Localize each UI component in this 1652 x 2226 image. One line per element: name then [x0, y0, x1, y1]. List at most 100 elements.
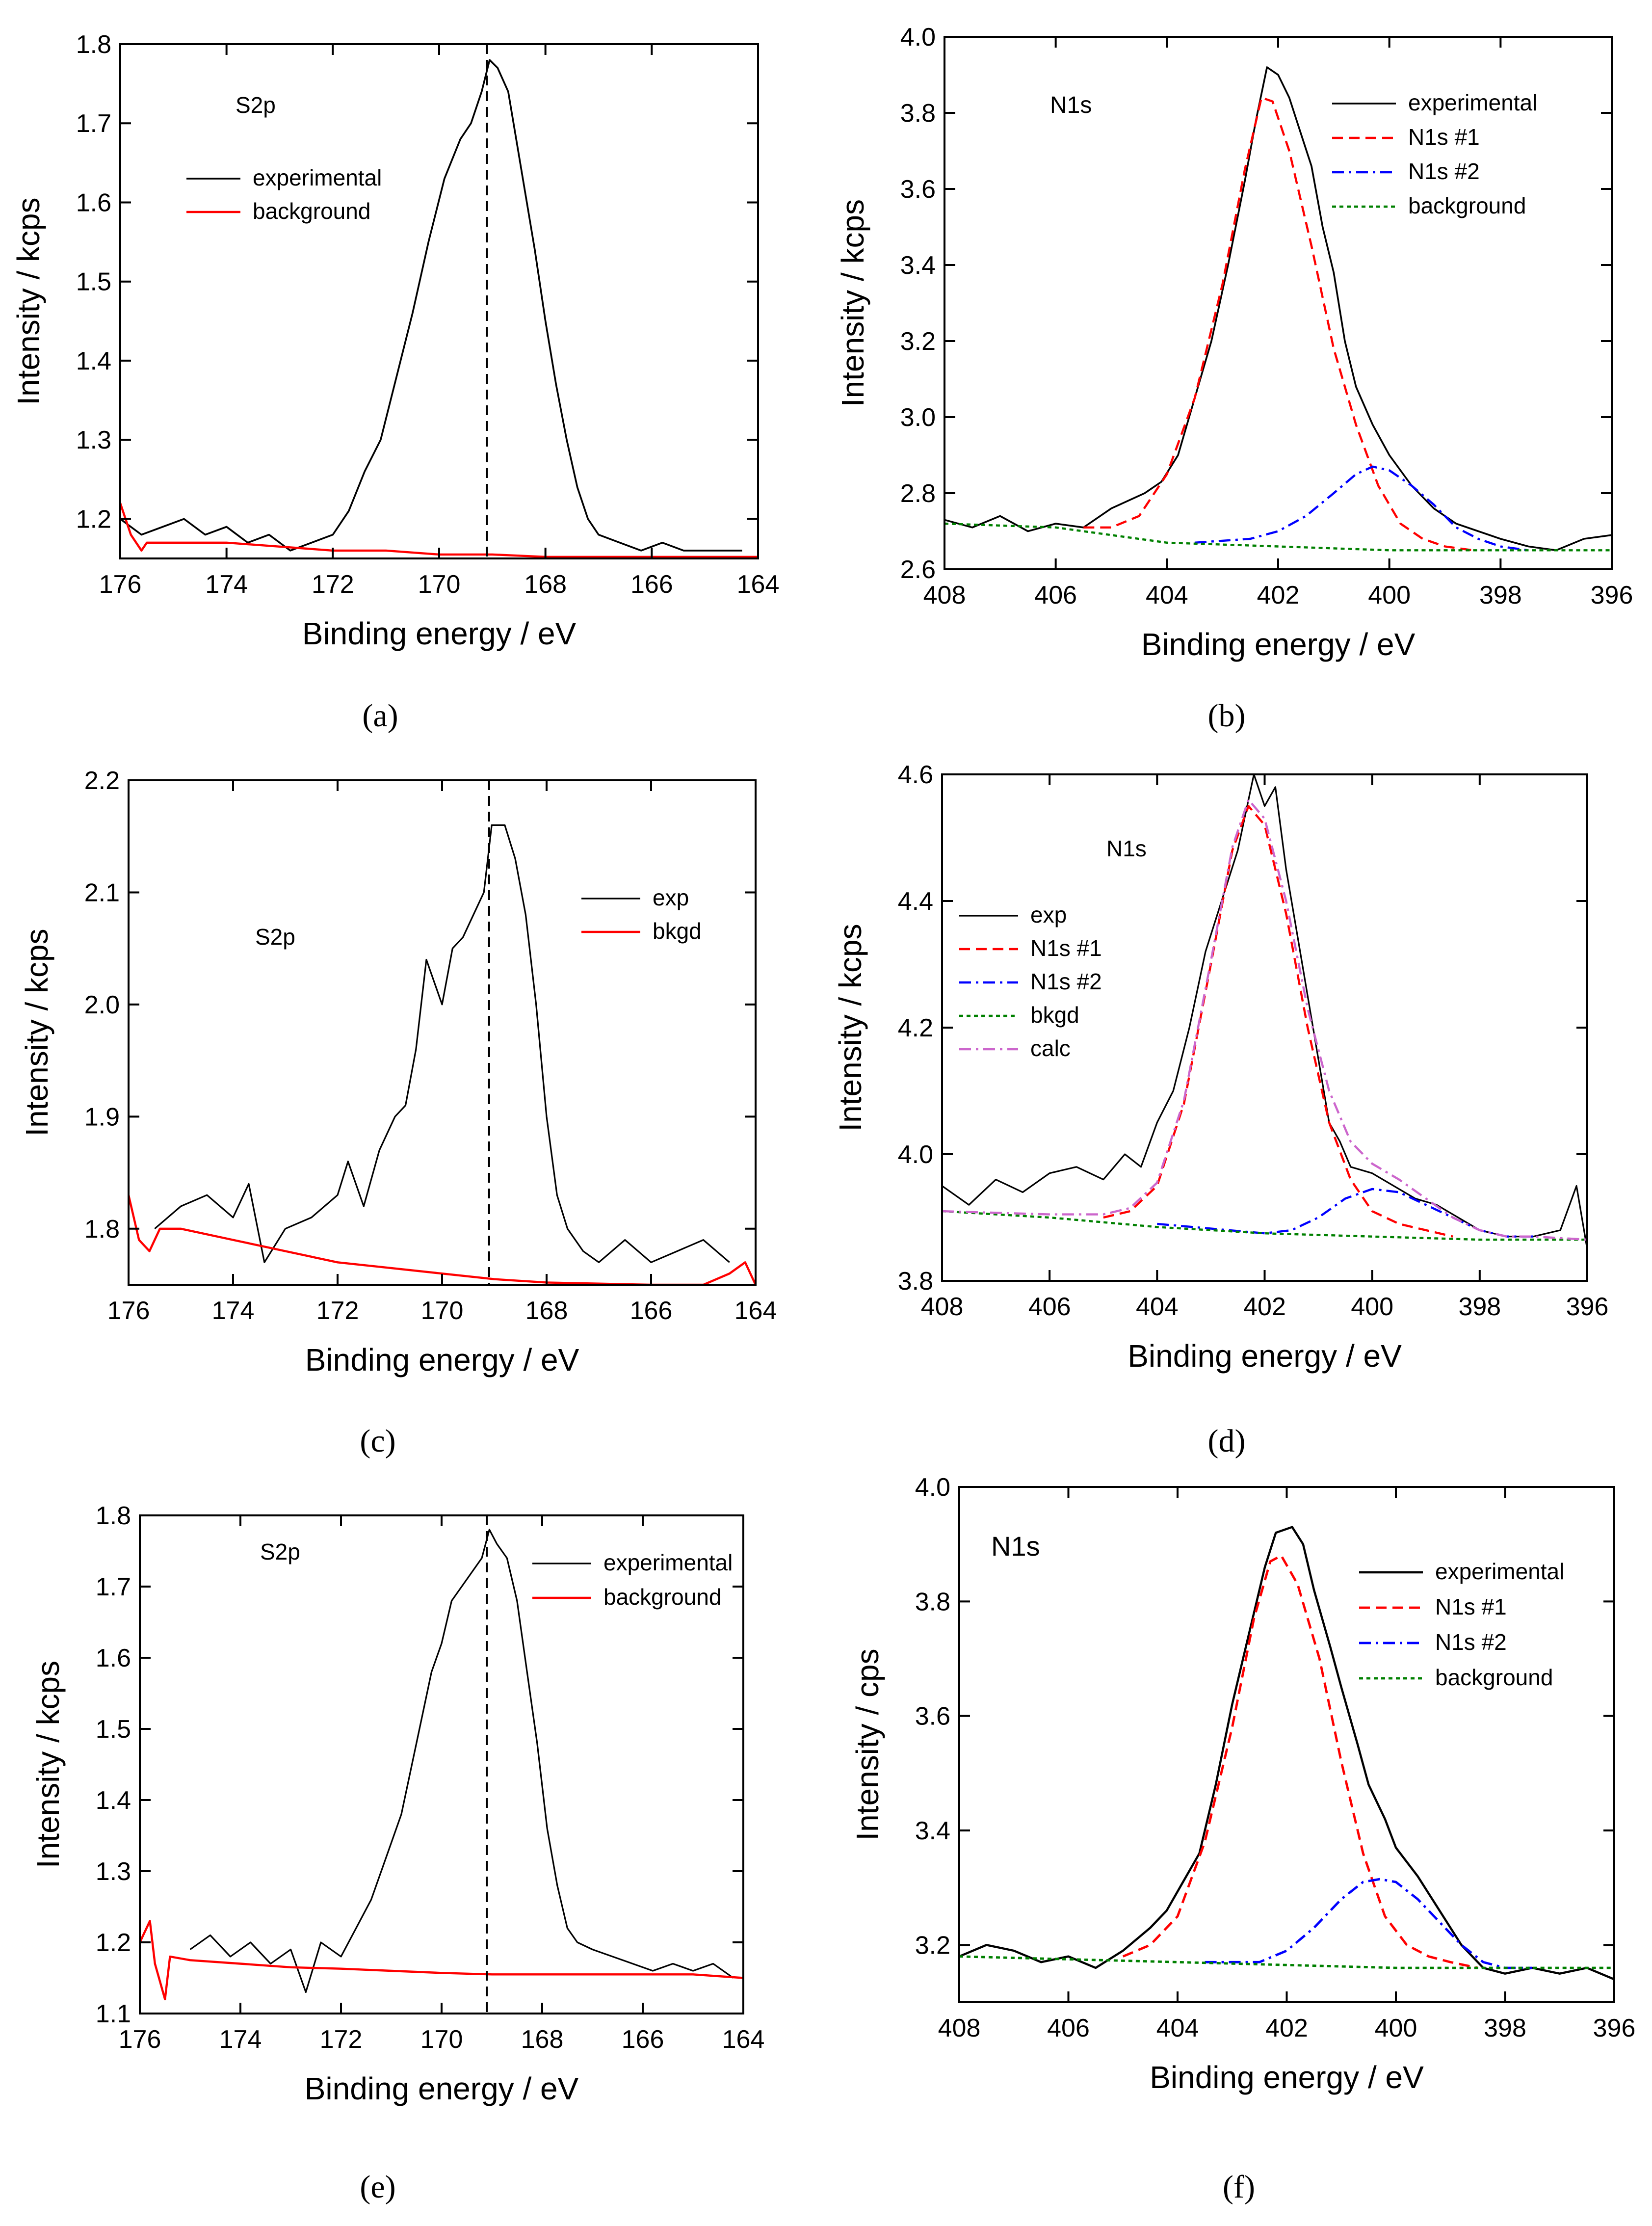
y-tick-label: 1.8: [84, 1215, 120, 1244]
y-axis-title: Intensity / cps: [850, 1648, 885, 1840]
series-line-experimental: [120, 59, 742, 552]
x-tick-label: 176: [99, 570, 142, 599]
x-tick-label: 164: [734, 1297, 777, 1325]
panel-caption: (d): [1208, 1423, 1246, 1459]
legend: experimental N1s #1 N1s #2 background: [1359, 1559, 1564, 1690]
x-tick-label: 396: [1566, 1293, 1609, 1321]
legend-label: background: [1408, 193, 1526, 218]
x-tick-label: 168: [524, 570, 567, 599]
x-tick-label: 404: [1156, 2014, 1199, 2042]
panel-caption: (a): [362, 698, 398, 734]
x-tick-label: 402: [1265, 2014, 1308, 2042]
y-tick-label: 2.0: [84, 991, 120, 1019]
y-tick-label: 3.8: [898, 1267, 933, 1296]
x-tick-label: 174: [212, 1297, 255, 1325]
series-line-bkgd: [129, 1194, 756, 1285]
series-line-background: [944, 522, 1612, 552]
y-tick-label: 1.4: [76, 347, 111, 375]
panel-a: 176 174 172 170 168 166 164 1.2 1.3 1.4 1.5 1.6 1.7 1…: [11, 30, 779, 734]
legend-label: bkgd: [1030, 1002, 1079, 1028]
y-tick-label: 1.4: [96, 1786, 131, 1815]
series-line-background: [959, 1955, 1614, 1969]
panel-b: 408 406 404 402 400 398 396 2.6 2.8 3.0 3.2 3.4 3.6 3…: [835, 23, 1633, 734]
legend-label: N1s #1: [1030, 935, 1102, 961]
legend-label: experimental: [253, 165, 382, 190]
y-tick-label: 3.2: [915, 1931, 950, 1960]
x-tick-label: 164: [722, 2025, 765, 2054]
y-tick-label: 1.5: [96, 1715, 131, 1744]
x-tick-label: 172: [320, 2025, 363, 2054]
x-tick-label: 400: [1351, 1293, 1393, 1321]
panel-annotation: S2p: [236, 92, 276, 118]
y-tick-label: 1.8: [96, 1502, 131, 1530]
x-tick-label: 406: [1047, 2014, 1090, 2042]
x-tick-label: 398: [1458, 1293, 1501, 1321]
y-tick-label: 3.2: [900, 327, 936, 356]
plot-frame: [941, 773, 1588, 1282]
y-tick-label: 2.2: [84, 767, 120, 795]
y-tick-label: 3.4: [900, 251, 936, 280]
legend: exp N1s #1 N1s #2 bkgd calc: [959, 902, 1102, 1061]
x-tick-label: 166: [630, 570, 673, 599]
legend-label: experimental: [1408, 90, 1537, 115]
y-tick-label: 3.8: [900, 99, 936, 128]
y-tick-label: 4.2: [898, 1014, 933, 1042]
legend-label: background: [603, 1584, 721, 1610]
legend-label: N1s #2: [1408, 159, 1480, 184]
panel-annotation: S2p: [255, 924, 295, 950]
x-tick-label: 168: [521, 2025, 564, 2054]
x-tick-label: 166: [630, 1297, 673, 1325]
y-axis-title: Intensity / kcps: [11, 197, 46, 405]
panel-caption: (e): [360, 2169, 395, 2205]
panel-annotation: N1s: [1106, 836, 1147, 861]
x-tick-label: 176: [119, 2025, 161, 2054]
y-tick-label: 1.2: [76, 505, 111, 533]
series-line-experimental: [189, 1529, 734, 1993]
x-tick-label: 404: [1136, 1293, 1179, 1321]
x-tick-label: 174: [219, 2025, 262, 2054]
x-tick-label: 170: [420, 2025, 463, 2054]
series-line-n1s-1: [1122, 1554, 1478, 1969]
panel-c: 176 174 172 170 168 166 164 1.8 1.9 2.0 2.1 2.2 Bind…: [19, 767, 777, 1459]
x-tick-label: 172: [312, 570, 354, 599]
y-tick-label: 3.6: [915, 1702, 950, 1731]
y-tick-label: 2.1: [84, 878, 120, 907]
x-tick-label: 166: [622, 2025, 664, 2054]
series-line-bkgd: [942, 1210, 1587, 1241]
y-tick-label: 1.1: [96, 2000, 131, 2028]
legend-label: N1s #1: [1408, 124, 1480, 150]
panel-annotation: S2p: [260, 1539, 300, 1564]
x-tick-label: 404: [1146, 581, 1188, 610]
y-axis-title: Intensity / kcps: [835, 199, 870, 407]
y-tick-label: 3.6: [900, 175, 936, 204]
x-tick-label: 396: [1591, 581, 1633, 610]
y-tick-label: 1.3: [76, 426, 111, 454]
y-tick-label: 1.3: [96, 1857, 131, 1886]
y-tick-label: 1.9: [84, 1103, 120, 1131]
legend-label: bkgd: [653, 918, 702, 944]
x-axis-title: Binding energy / eV: [302, 616, 577, 651]
series-line-n1s-2: [1194, 465, 1529, 552]
legend-label: experimental: [603, 1550, 733, 1575]
series-line-background: [140, 1920, 743, 2001]
x-axis-title: Binding energy / eV: [1141, 627, 1416, 662]
panel-caption: (c): [360, 1423, 395, 1459]
panel-annotation: N1s: [1050, 92, 1092, 118]
series-line-exp: [942, 774, 1587, 1249]
legend-label: exp: [1030, 902, 1067, 928]
x-tick-label: 168: [525, 1297, 568, 1325]
y-axis-title: Intensity / kcps: [19, 928, 54, 1136]
y-tick-label: 1.7: [96, 1573, 131, 1601]
y-tick-label: 1.5: [76, 268, 111, 296]
x-tick-label: 398: [1484, 2014, 1526, 2042]
y-tick-label: 1.6: [96, 1644, 131, 1672]
series-line-n1s-1: [1083, 96, 1473, 552]
x-tick-label: 170: [418, 570, 461, 599]
y-tick-label: 3.8: [915, 1588, 950, 1616]
x-axis-title: Binding energy / eV: [1128, 1338, 1402, 1374]
y-tick-label: 3.4: [915, 1817, 950, 1845]
legend: exp bkgd: [581, 885, 702, 944]
series-line-experimental: [944, 66, 1612, 552]
x-tick-label: 408: [921, 1293, 964, 1321]
